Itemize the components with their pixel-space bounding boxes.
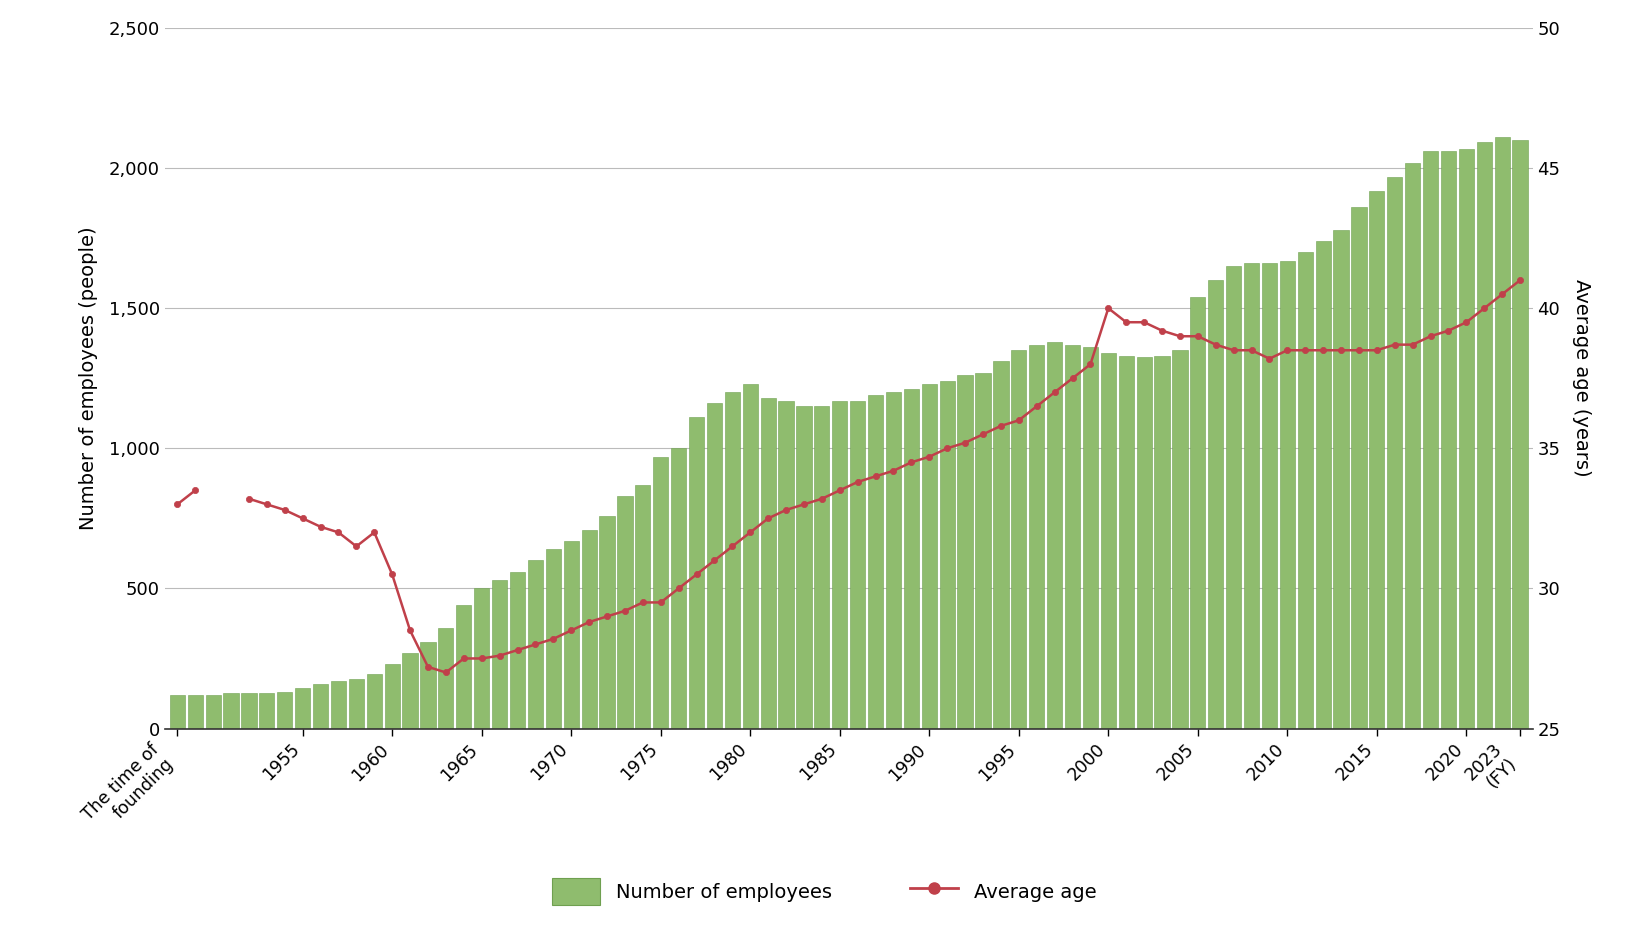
Bar xyxy=(295,687,310,729)
Bar xyxy=(1172,350,1188,729)
Bar xyxy=(277,692,292,729)
Bar xyxy=(634,485,651,729)
Bar xyxy=(868,395,883,729)
Bar xyxy=(814,406,829,729)
Bar xyxy=(188,695,203,729)
Bar xyxy=(1137,358,1152,729)
Bar xyxy=(1458,149,1473,729)
Bar xyxy=(384,664,400,729)
Y-axis label: Average age (years): Average age (years) xyxy=(1572,279,1590,477)
Bar xyxy=(527,560,542,729)
Bar xyxy=(887,392,901,729)
Bar xyxy=(921,384,938,729)
Bar xyxy=(331,681,346,729)
Bar xyxy=(1280,261,1295,729)
Bar xyxy=(456,605,471,729)
Bar xyxy=(796,406,811,729)
Bar xyxy=(349,680,364,729)
Bar xyxy=(545,549,560,729)
Bar xyxy=(438,628,453,729)
Bar xyxy=(707,403,722,729)
Bar xyxy=(618,496,633,729)
Bar xyxy=(976,373,990,729)
Bar xyxy=(1422,151,1439,729)
Bar xyxy=(1406,163,1421,729)
Bar xyxy=(493,580,508,729)
Bar xyxy=(1028,345,1045,729)
Bar xyxy=(725,392,740,729)
Bar xyxy=(957,375,972,729)
Bar xyxy=(1065,345,1079,729)
Bar xyxy=(564,541,578,729)
Bar xyxy=(582,530,597,729)
Bar xyxy=(903,389,920,729)
Bar xyxy=(832,401,847,729)
Bar xyxy=(1190,297,1205,729)
Bar xyxy=(1083,347,1098,729)
Bar xyxy=(1333,230,1348,729)
Bar xyxy=(1388,177,1402,729)
Bar xyxy=(1297,252,1313,729)
Bar xyxy=(420,642,435,729)
Bar xyxy=(224,693,239,729)
Bar xyxy=(1226,266,1241,729)
Bar xyxy=(1513,140,1528,729)
Bar xyxy=(1495,137,1510,729)
Bar xyxy=(1046,342,1063,729)
Bar xyxy=(1315,241,1332,729)
Bar xyxy=(671,448,686,729)
Bar xyxy=(1477,141,1491,729)
Bar xyxy=(402,653,417,729)
Bar xyxy=(170,695,185,729)
Bar xyxy=(1351,207,1366,729)
Bar xyxy=(241,693,257,729)
Bar xyxy=(994,361,1009,729)
Bar xyxy=(259,693,275,729)
Bar xyxy=(743,384,758,729)
Bar xyxy=(1155,356,1170,729)
Bar xyxy=(760,398,776,729)
Bar xyxy=(653,457,669,729)
Bar xyxy=(1369,191,1384,729)
Bar xyxy=(1119,356,1134,729)
Bar xyxy=(509,572,526,729)
Bar xyxy=(1012,350,1027,729)
Bar xyxy=(939,381,954,729)
Bar xyxy=(1440,151,1457,729)
Y-axis label: Number of employees (people): Number of employees (people) xyxy=(79,226,97,531)
Bar xyxy=(600,516,615,729)
Bar xyxy=(1101,353,1116,729)
Bar xyxy=(1244,263,1259,729)
Bar xyxy=(689,417,704,729)
Bar xyxy=(475,588,489,729)
Bar xyxy=(1262,263,1277,729)
Legend: Number of employees, Average age: Number of employees, Average age xyxy=(542,868,1106,915)
Bar xyxy=(206,695,221,729)
Bar xyxy=(850,401,865,729)
Bar xyxy=(366,674,382,729)
Bar xyxy=(1208,280,1223,729)
Bar xyxy=(313,684,328,729)
Bar xyxy=(778,401,794,729)
